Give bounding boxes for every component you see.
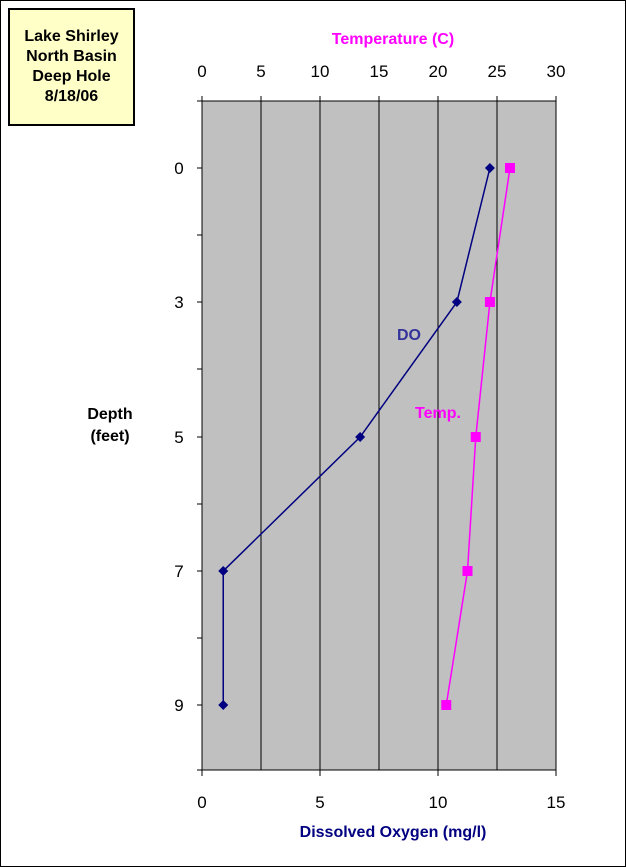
top-tick-label: 10 — [311, 62, 330, 81]
series-layer — [218, 163, 515, 710]
bottom-axis-title: Dissolved Oxygen (mg/l) — [300, 824, 487, 841]
bottom-tick-label: 15 — [547, 793, 566, 812]
depth-label-line: Depth — [87, 406, 133, 423]
top-tick-label: 25 — [488, 62, 507, 81]
temperature-point — [470, 432, 481, 442]
depth-tick-label: 7 — [174, 562, 183, 581]
do-point — [484, 163, 495, 173]
depth-axis-title: Depth (feet) — [60, 404, 160, 448]
do-point — [451, 297, 462, 307]
title-line: 8/18/06 — [44, 88, 99, 105]
temp-series-label: Temp. — [415, 405, 461, 422]
depth-axis-ticks: 0 3 5 7 9 — [174, 100, 202, 771]
grid-lines — [201, 101, 557, 770]
top-tick-label: 5 — [256, 62, 265, 81]
top-tick-label: 30 — [547, 62, 566, 81]
bottom-tick-label: 5 — [315, 793, 324, 812]
top-axis-title: Temperature (C) — [332, 31, 454, 48]
depth-label-line: (feet) — [90, 428, 130, 445]
title-line: Deep Hole — [32, 68, 111, 85]
bottom-tick-label: 10 — [429, 793, 448, 812]
temperature-point — [484, 297, 495, 307]
do-point — [355, 432, 366, 442]
title-line: North Basin — [26, 48, 117, 65]
do-point — [218, 566, 229, 576]
bottom-tick-label: 0 — [197, 793, 206, 812]
depth-tick-label: 3 — [174, 293, 183, 312]
top-tick-label: 0 — [197, 62, 206, 81]
depth-tick-label: 9 — [174, 696, 183, 715]
do-point — [218, 700, 229, 710]
top-tick-label: 20 — [429, 62, 448, 81]
temperature-point — [441, 700, 452, 710]
bottom-axis-ticks: 0 5 10 15 — [197, 770, 565, 812]
top-tick-label: 15 — [370, 62, 389, 81]
do-series-label: DO — [397, 327, 421, 344]
chart-title-box: Lake Shirley North Basin Deep Hole 8/18/… — [8, 8, 135, 126]
title-line: Lake Shirley — [24, 28, 119, 45]
depth-tick-label: 5 — [174, 428, 183, 447]
temperature-point — [462, 566, 473, 576]
depth-tick-label: 0 — [174, 159, 183, 178]
top-axis-ticks: 0 5 10 15 20 25 30 — [197, 62, 565, 101]
temperature-point — [504, 163, 515, 173]
